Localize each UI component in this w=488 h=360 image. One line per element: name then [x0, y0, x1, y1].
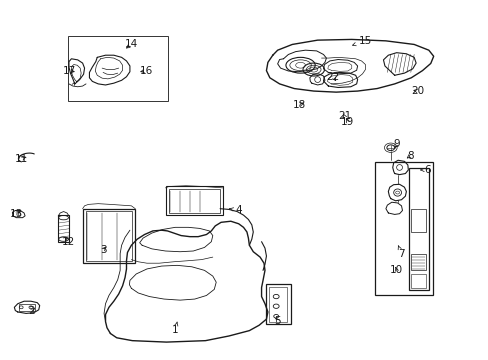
Text: 8: 8 [406, 150, 413, 161]
Bar [266, 284, 290, 324]
Bar [68, 36, 167, 101]
Text: 14: 14 [124, 40, 138, 49]
Text: 15: 15 [352, 36, 371, 46]
Bar [410, 209, 425, 232]
Text: 1: 1 [172, 322, 178, 335]
Text: 20: 20 [410, 86, 423, 96]
Text: 17: 17 [62, 66, 76, 76]
Bar [58, 215, 69, 242]
Text: 19: 19 [341, 117, 354, 127]
Bar [408, 168, 428, 291]
Text: 6: 6 [420, 165, 430, 175]
Text: 16: 16 [139, 66, 152, 76]
Bar [168, 189, 219, 213]
Text: 5: 5 [274, 316, 281, 325]
Text: 7: 7 [397, 246, 404, 258]
Text: 2: 2 [28, 306, 35, 316]
Bar [82, 209, 135, 263]
Text: 18: 18 [292, 100, 305, 110]
Text: 11: 11 [15, 154, 28, 164]
Text: 3: 3 [100, 245, 106, 255]
Bar [374, 162, 432, 296]
Text: 10: 10 [389, 265, 403, 275]
Bar [165, 186, 223, 215]
Bar [268, 287, 287, 321]
Bar [410, 253, 425, 270]
Bar [19, 304, 35, 311]
Text: 9: 9 [392, 139, 399, 149]
Bar [86, 211, 132, 261]
Bar [410, 274, 425, 288]
Text: 12: 12 [61, 237, 75, 247]
Text: 4: 4 [229, 206, 242, 216]
Text: 21: 21 [337, 111, 350, 121]
Text: 13: 13 [10, 209, 23, 219]
Text: 22: 22 [326, 72, 339, 82]
